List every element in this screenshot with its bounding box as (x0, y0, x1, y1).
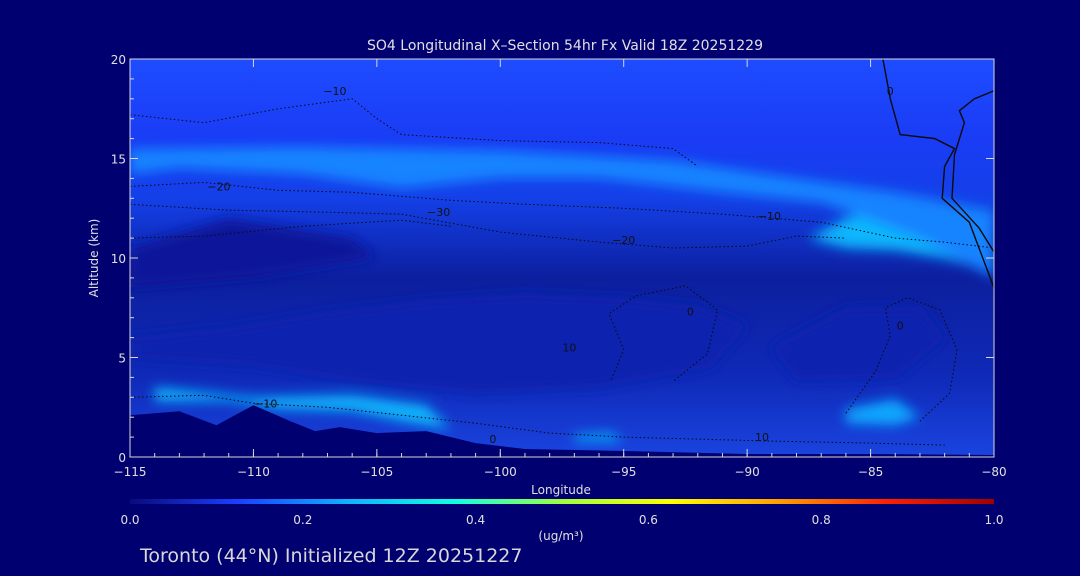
contour-label-7: 10 (562, 342, 576, 355)
colorbar-tick-label: 0.0 (120, 513, 139, 527)
x-tick-label: −105 (360, 465, 393, 479)
colorbar-tick-label: 0.6 (639, 513, 658, 527)
y-tick-label: 0 (118, 451, 126, 465)
contour-label-2: −30 (427, 206, 450, 219)
plot-area: −10 −20 −30 −20 −10 0 0 10 −10 0 10 0 (130, 59, 994, 457)
x-tick-label: −115 (114, 465, 147, 479)
y-tick-label: 20 (111, 53, 126, 67)
contour-line-7 (882, 59, 994, 289)
contour-line-0 (130, 98, 699, 167)
x-axis-title: Longitude (531, 483, 591, 497)
x-tick-label: −100 (484, 465, 517, 479)
field-region-3 (845, 399, 920, 426)
field-region-1 (130, 146, 994, 278)
contour-label-10: 10 (755, 431, 769, 444)
contour-label-5: 0 (687, 306, 694, 319)
colorbar-tick-label: 0.2 (293, 513, 312, 527)
field-region-7 (771, 305, 945, 380)
contour-labels: −10 −20 −30 −20 −10 0 0 10 −10 0 10 0 (207, 85, 903, 446)
contour-label-3: −20 (612, 234, 635, 247)
contour-line-5 (608, 285, 719, 382)
contour-line-4 (130, 394, 945, 446)
x-tick-label: −90 (734, 465, 759, 479)
x-tick-label: −80 (981, 465, 1006, 479)
contour-label-1: −20 (207, 180, 230, 193)
colorbar-ticks: 0.0 0.2 0.4 0.6 0.8 1.0 (120, 513, 1003, 527)
contour-label-11: 0 (887, 85, 894, 98)
footer-caption: Toronto (44°N) Initialized 12Z 20251227 (139, 545, 523, 567)
chart-title: SO4 Longitudinal X–Section 54hr Fx Valid… (367, 38, 763, 54)
field-region-2 (154, 387, 451, 430)
contour-line-6 (845, 297, 958, 422)
x-tick-label: −95 (611, 465, 636, 479)
contour-label-4: −10 (758, 210, 781, 223)
contour-label-9: 0 (489, 433, 496, 446)
temperature-contours (130, 59, 994, 446)
y-axis: 0 5 10 15 20 (111, 53, 994, 465)
concentration-field (130, 146, 994, 442)
x-tick-label: −85 (858, 465, 883, 479)
colorbar-tick-label: 0.8 (812, 513, 831, 527)
colorbar-unit-label: (ug/m³) (538, 529, 583, 543)
y-tick-label: 15 (111, 153, 126, 167)
y-axis-title: Altitude (km) (87, 219, 101, 298)
contour-line-1 (130, 181, 994, 249)
contour-line-8 (951, 90, 994, 253)
contour-label-0: −10 (323, 85, 346, 98)
field-region-6 (130, 218, 377, 288)
y-tick-label: 10 (111, 252, 126, 266)
contour-label-8: −10 (254, 397, 277, 410)
field-region-4 (574, 433, 624, 442)
colorbar-tick-label: 1.0 (984, 513, 1003, 527)
colorbar-tick-label: 0.4 (466, 513, 485, 527)
colorbar-gradient (130, 499, 994, 504)
field-region-5 (130, 293, 748, 394)
contour-line-3 (130, 219, 451, 239)
x-axis: −115 −110 −105 −100 −95 −90 −85 −80 (114, 59, 1007, 479)
y-tick-label: 5 (118, 352, 126, 366)
terrain (130, 405, 994, 457)
colorbar: 0.0 0.2 0.4 0.6 0.8 1.0 (ug/m³) (120, 499, 1004, 543)
contour-line-2 (130, 203, 846, 249)
contour-label-6: 0 (897, 320, 904, 333)
x-tick-label: −110 (237, 465, 270, 479)
